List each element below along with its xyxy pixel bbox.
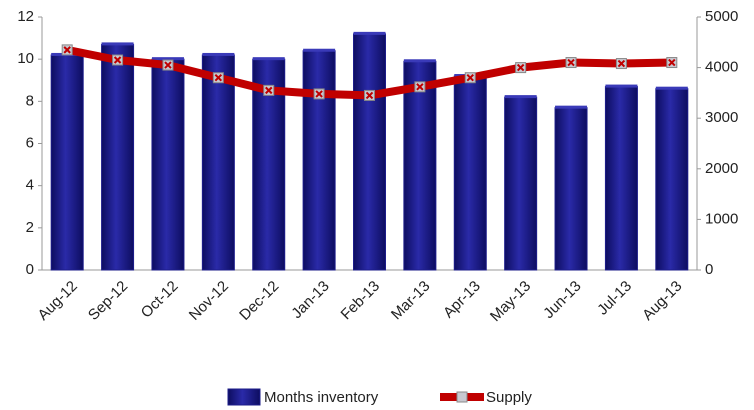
- bar: [101, 43, 135, 271]
- x-tick-label: Apr-13: [440, 278, 484, 322]
- x-tick-label: Dec-12: [236, 278, 282, 324]
- bar-top: [605, 84, 638, 88]
- marker-cross: [315, 90, 323, 98]
- bar: [655, 88, 689, 271]
- bar: [302, 50, 336, 271]
- bar-top: [202, 52, 235, 56]
- bar-top: [504, 95, 537, 99]
- legend-label: Supply: [486, 389, 532, 406]
- y-tick-label: 4: [26, 177, 34, 194]
- x-tick-label: Jun-13: [540, 278, 584, 322]
- legend-label: Months inventory: [264, 389, 379, 406]
- bar: [353, 33, 386, 271]
- x-tick-label: Jul-13: [594, 278, 635, 319]
- bar-top: [555, 105, 588, 109]
- y2-tick-label: 3000: [705, 109, 738, 126]
- y-tick-label: 10: [17, 50, 34, 67]
- bar: [201, 54, 235, 271]
- y-tick-label: 0: [26, 261, 34, 278]
- marker-cross: [668, 58, 676, 67]
- bar-top: [403, 59, 436, 63]
- marker-cross: [164, 61, 172, 69]
- bar-top: [303, 48, 336, 52]
- y2-tick-label: 0: [705, 261, 713, 278]
- bar-top: [655, 86, 688, 90]
- marker-cross: [567, 58, 575, 67]
- marker-cross: [516, 63, 525, 72]
- x-tick-label: May-13: [487, 278, 534, 325]
- marker-cross: [466, 74, 474, 82]
- x-tick-label: Aug-12: [35, 278, 81, 324]
- marker-cross: [113, 56, 122, 64]
- y-tick-label: 2: [26, 219, 34, 236]
- y2-tick-label: 2000: [705, 160, 738, 177]
- y-tick-label: 12: [17, 8, 34, 25]
- y2-tick-label: 1000: [705, 210, 738, 227]
- legend-swatch: [227, 388, 261, 406]
- bar: [554, 107, 588, 271]
- bar: [50, 54, 84, 271]
- bar: [151, 58, 185, 271]
- x-tick-label: Aug-13: [639, 278, 685, 324]
- x-tick-label: Mar-13: [388, 278, 434, 324]
- bar: [504, 96, 538, 271]
- bar: [604, 86, 638, 271]
- x-tick-label: Oct-12: [138, 278, 182, 322]
- y-tick-label: 8: [26, 92, 34, 109]
- x-tick-label: Jan-13: [288, 278, 332, 322]
- x-tick-label: Sep-12: [85, 278, 131, 324]
- marker-cross: [617, 59, 626, 68]
- bar-top: [353, 31, 386, 35]
- y2-tick-label: 5000: [705, 8, 738, 25]
- x-tick-label: Feb-13: [338, 278, 384, 324]
- marker-cross: [265, 86, 273, 95]
- marker-cross: [214, 74, 223, 82]
- marker-cross: [63, 46, 71, 54]
- bar-top: [101, 42, 134, 46]
- x-tick-label: Nov-12: [186, 278, 232, 324]
- bar-top: [252, 57, 285, 61]
- marker-cross: [416, 83, 424, 91]
- marker-cross: [365, 91, 374, 100]
- legend-marker: [456, 391, 468, 403]
- bar: [453, 75, 487, 271]
- bar-top: [151, 57, 184, 61]
- bar: [403, 60, 437, 271]
- y2-tick-label: 4000: [705, 59, 738, 76]
- y-tick-label: 6: [26, 134, 34, 151]
